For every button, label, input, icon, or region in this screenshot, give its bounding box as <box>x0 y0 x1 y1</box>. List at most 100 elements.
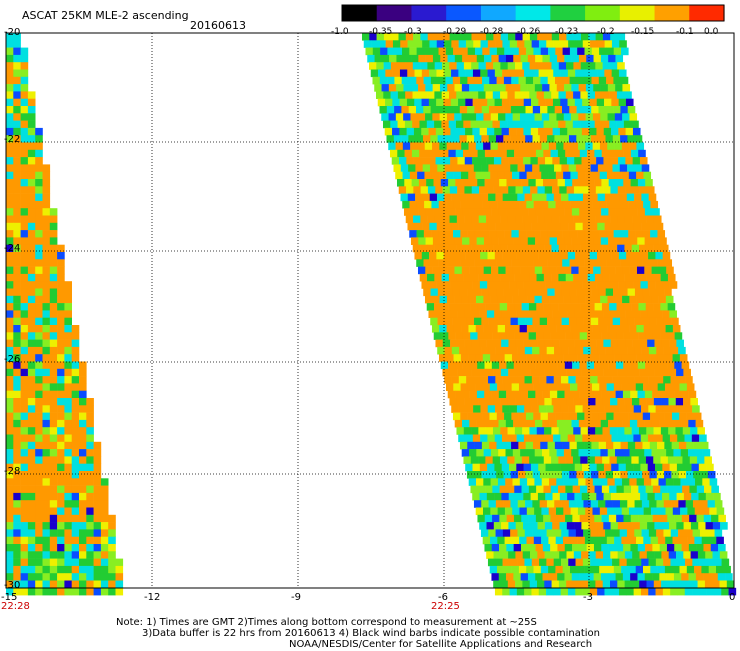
wind-cell <box>490 507 498 516</box>
wind-cell <box>479 463 488 472</box>
wind-cell <box>653 244 662 253</box>
wind-cell <box>681 573 689 581</box>
wind-cell <box>688 449 696 457</box>
wind-cell <box>696 485 705 494</box>
wind-cell <box>654 339 663 348</box>
wind-cell <box>627 288 636 297</box>
wind-cell <box>42 558 51 567</box>
wind-cell <box>540 47 549 56</box>
wind-cell <box>57 390 65 399</box>
wind-cell <box>42 529 51 537</box>
wind-cell <box>407 193 416 202</box>
wind-cell <box>441 303 449 311</box>
wind-cell <box>545 252 554 260</box>
wind-cell <box>35 179 43 187</box>
wind-cell <box>465 434 474 443</box>
wind-cell <box>448 120 457 129</box>
wind-cell <box>79 558 87 567</box>
wind-cell <box>448 91 457 99</box>
wind-cell <box>475 383 483 391</box>
note-line-1: Note: 1) Times are GMT 2)Times along bot… <box>116 617 537 628</box>
wind-cell <box>622 237 631 245</box>
wind-cell <box>585 325 593 333</box>
wind-cell <box>671 500 679 508</box>
wind-cell <box>6 419 14 428</box>
wind-cell <box>451 193 460 202</box>
wind-cell <box>645 303 654 311</box>
wind-cell <box>531 252 539 260</box>
wind-cell <box>503 76 512 85</box>
wind-cell <box>559 368 567 377</box>
wind-cell <box>630 573 638 581</box>
wind-cell <box>440 179 449 187</box>
wind-cell <box>626 222 635 231</box>
wind-cell <box>621 142 630 151</box>
wind-cell <box>671 317 679 326</box>
wind-cell <box>491 544 500 552</box>
wind-cell <box>539 500 548 508</box>
wind-cell <box>602 91 610 99</box>
wind-cell <box>480 376 489 384</box>
wind-cell <box>35 200 43 209</box>
wind-cell <box>623 179 631 187</box>
wind-cell <box>71 383 80 391</box>
wind-cell <box>603 127 612 136</box>
wind-cell <box>532 106 541 114</box>
wind-cell <box>460 200 469 209</box>
wind-cell <box>523 252 532 260</box>
wind-cell <box>590 317 599 326</box>
wind-cell <box>588 157 597 165</box>
wind-cell <box>566 62 574 70</box>
wind-cell <box>35 273 43 282</box>
wind-cell <box>549 208 558 216</box>
map-title: ASCAT 25KM MLE-2 ascending <box>22 9 189 22</box>
wind-cell <box>403 54 412 63</box>
wind-cell <box>448 361 456 370</box>
wind-cell <box>508 368 516 377</box>
wind-cell <box>534 507 542 516</box>
wind-cell <box>615 419 623 428</box>
wind-cell <box>623 303 632 311</box>
wind-cell <box>695 449 703 457</box>
wind-cell <box>450 98 459 107</box>
wind-cell <box>49 390 58 399</box>
wind-cell <box>498 266 506 275</box>
wind-cell <box>684 405 693 413</box>
wind-cell <box>71 325 80 333</box>
wind-cell <box>723 565 731 574</box>
wind-cell <box>49 273 58 282</box>
wind-cell <box>634 376 642 384</box>
wind-cell <box>596 339 604 348</box>
wind-cell <box>613 565 622 574</box>
wind-cell <box>559 492 568 501</box>
wind-cell <box>678 471 687 479</box>
wind-cell <box>49 500 58 508</box>
wind-cell <box>655 252 663 260</box>
wind-cell <box>472 281 481 289</box>
wind-cell <box>489 441 497 450</box>
wind-cell <box>451 69 459 78</box>
wind-cell <box>535 208 543 216</box>
wind-cell <box>483 507 491 516</box>
wind-cell <box>612 529 620 537</box>
wind-cell <box>560 558 569 567</box>
wind-cell <box>633 463 641 472</box>
wind-cell <box>590 558 598 567</box>
wind-cell <box>20 376 29 384</box>
wind-cell <box>554 346 562 355</box>
wind-cell <box>716 565 724 574</box>
wind-cell <box>411 208 419 216</box>
wind-cell <box>609 120 617 129</box>
wind-cell <box>6 456 14 464</box>
wind-cell <box>13 62 21 70</box>
wind-cell <box>517 558 525 567</box>
wind-cell <box>523 127 532 136</box>
wind-cell <box>583 346 591 355</box>
wind-cell <box>556 113 565 121</box>
wind-cell <box>437 106 446 114</box>
wind-cell <box>470 120 479 129</box>
wind-cell <box>413 186 421 194</box>
wind-cell <box>467 230 476 238</box>
wind-cell <box>568 376 576 384</box>
wind-cell <box>386 106 395 114</box>
